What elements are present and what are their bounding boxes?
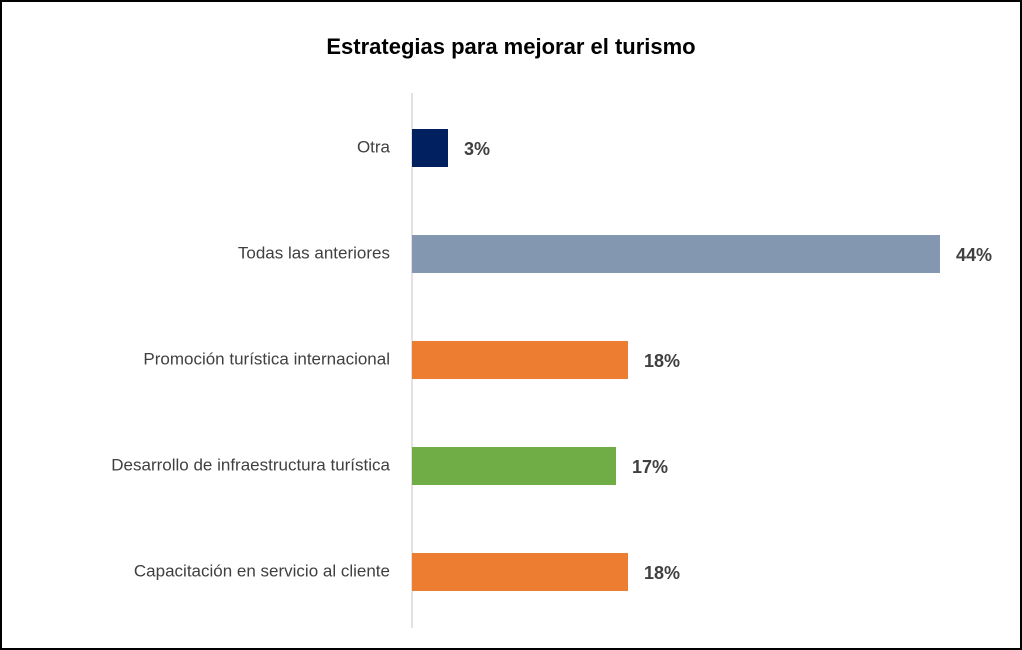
bar xyxy=(412,553,628,591)
category-label: Capacitación en servicio al cliente xyxy=(134,561,390,580)
data-label: 44% xyxy=(956,245,992,265)
data-label: 18% xyxy=(644,563,680,583)
data-label: 18% xyxy=(644,351,680,371)
data-label: 17% xyxy=(632,457,668,477)
category-label: Promoción turística internacional xyxy=(143,349,390,368)
chart-title: Estrategias para mejorar el turismo xyxy=(326,34,695,59)
bar xyxy=(412,235,940,273)
bar xyxy=(412,447,616,485)
bar xyxy=(412,129,448,167)
category-label: Desarrollo de infraestructura turística xyxy=(111,455,390,474)
category-label: Todas las anteriores xyxy=(238,243,390,262)
bar xyxy=(412,341,628,379)
data-label: 3% xyxy=(464,139,490,159)
category-label: Otra xyxy=(357,137,391,156)
